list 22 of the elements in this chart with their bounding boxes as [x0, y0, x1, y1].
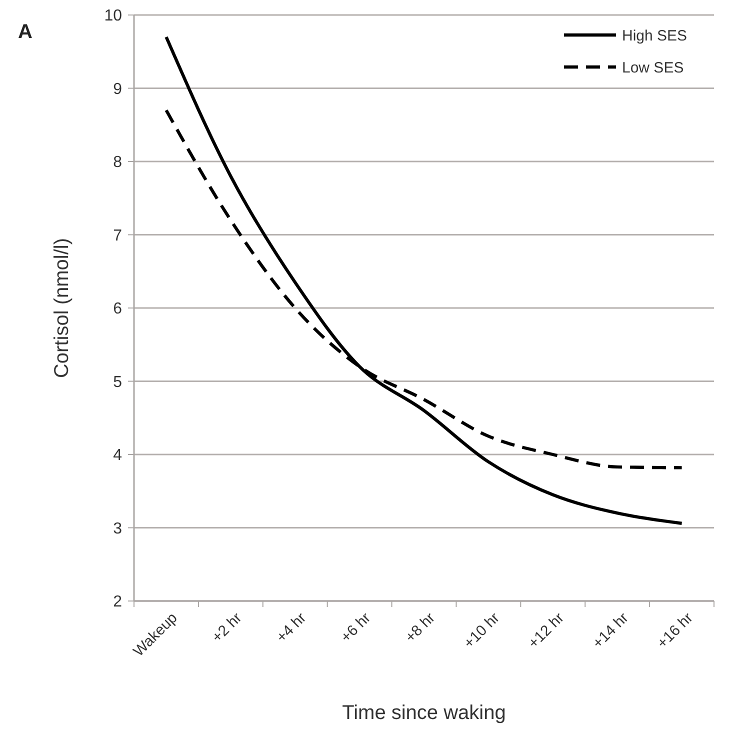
- x-tick-label: +2 hr: [208, 610, 246, 646]
- y-tick-label: 7: [113, 227, 122, 244]
- chart-title: A: [18, 21, 32, 43]
- legend-label: Low SES: [622, 59, 684, 76]
- y-tick-label: 4: [113, 447, 122, 464]
- x-axis-title: Time since waking: [342, 702, 506, 724]
- y-tick-label: 6: [113, 300, 122, 318]
- y-tick-label: 5: [113, 374, 122, 391]
- y-tick-label: 9: [113, 80, 122, 98]
- x-tick-label: +8 hr: [402, 610, 439, 646]
- y-tick-label: 3: [113, 520, 122, 538]
- y-tick-label: 8: [113, 154, 122, 172]
- y-tick-label: 10: [104, 8, 122, 25]
- x-tick-label: +12 hr: [525, 610, 568, 652]
- x-tick-label: +6 hr: [338, 610, 374, 646]
- y-tick-label: 2: [113, 594, 122, 611]
- legend-label: High SES: [622, 27, 688, 44]
- x-tick-label: +14 hr: [589, 610, 632, 652]
- x-tick-label: +16 hr: [654, 610, 696, 652]
- y-axis-title: Cortisol (nmol/l): [51, 238, 73, 378]
- x-tick-label: +10 hr: [460, 610, 503, 652]
- x-tick-label: +4 hr: [273, 610, 310, 646]
